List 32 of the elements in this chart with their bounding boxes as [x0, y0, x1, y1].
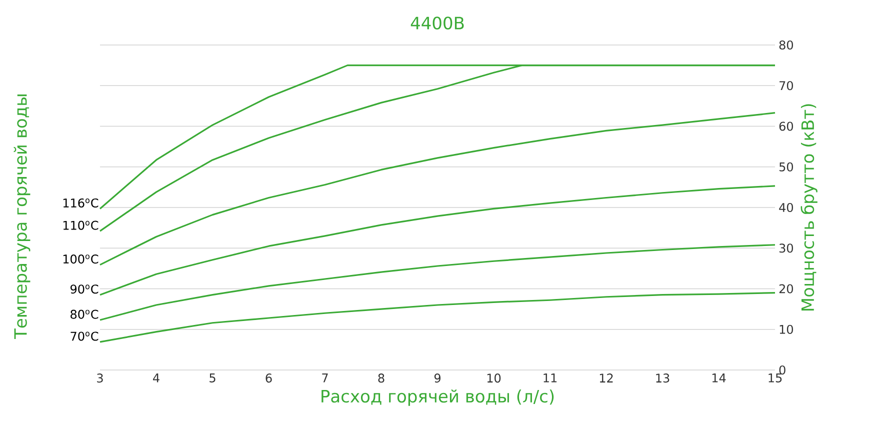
y-tick-label: 10	[780, 324, 794, 334]
text: Температура горячей воды	[14, 94, 30, 340]
x-tick-label: 14	[712, 374, 726, 382]
chart-title: 4400В	[410, 16, 464, 30]
x-tick-label: 8	[378, 374, 384, 383]
series-label: 80$^{o}$C	[70, 310, 98, 319]
x-tick-label: 12	[600, 374, 613, 382]
y-tick-label: 80	[779, 40, 794, 50]
x-tick-label: 9	[434, 374, 440, 383]
y-tick-label: 40	[779, 202, 794, 212]
series-label: 70$^{o}$C	[70, 332, 98, 341]
x-tick-label: 11	[544, 374, 557, 382]
x-tick-label: 4	[153, 374, 160, 382]
series-label: 116$^{o}$C	[63, 198, 98, 208]
x-tick-label: 10	[487, 374, 501, 383]
y-tick-label: 70	[780, 81, 794, 90]
x-tick-label: 7	[322, 374, 328, 382]
series-label: 110$^{o}$C	[63, 220, 98, 230]
y-tick-label: 50	[779, 162, 794, 172]
x-tick-label: 3	[97, 374, 103, 383]
x-tick-label: 6	[266, 374, 272, 383]
x-tick-label: 15	[768, 374, 782, 382]
y-axis-title: Мощность брутто (кВт)	[800, 104, 818, 310]
y-tick-label: 20	[779, 284, 794, 294]
x-axis-title: Расход горячей воды (л/с)	[322, 389, 554, 406]
series-label: 100$^{o}$C	[63, 254, 98, 264]
y-tick-label: 30	[779, 244, 794, 253]
x-tick-label: 13	[656, 374, 670, 383]
y-tick-label: 60	[779, 122, 794, 131]
y-tick-label: 0	[779, 365, 786, 375]
series-label: 90$^{o}$C	[70, 284, 98, 294]
x-tick-label: 5	[210, 374, 216, 382]
